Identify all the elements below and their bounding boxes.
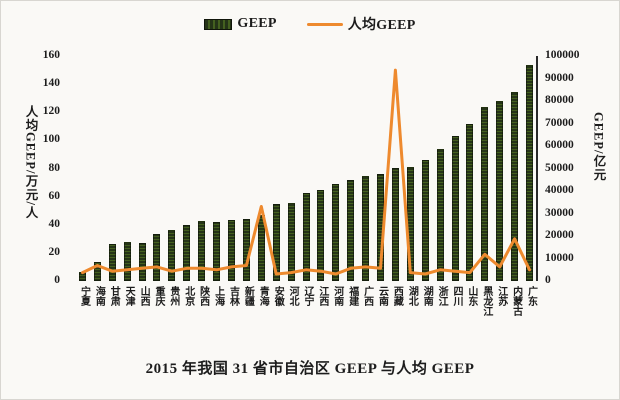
x-label-新疆: 新疆 bbox=[242, 286, 254, 306]
geep-bar-上海 bbox=[213, 221, 221, 281]
x-label-广西: 广西 bbox=[361, 286, 373, 306]
x-label-海南: 海南 bbox=[93, 286, 105, 306]
x-label-河北: 河北 bbox=[287, 286, 299, 306]
left-axis-title: 人均GEEP/万元/人 bbox=[23, 105, 38, 220]
geep-bar-云南 bbox=[377, 174, 385, 281]
geep-bar-湖南 bbox=[421, 159, 429, 281]
geep-bar-吉林 bbox=[227, 219, 235, 281]
left-tick-0: 0 bbox=[54, 274, 60, 286]
left-tick-100: 100 bbox=[42, 133, 60, 146]
geep-bar-重庆 bbox=[153, 233, 161, 281]
legend-item-geep: GEEP bbox=[204, 16, 276, 32]
x-label-江西: 江西 bbox=[316, 286, 328, 306]
x-label-重庆: 重庆 bbox=[152, 286, 164, 306]
x-label-甘肃: 甘肃 bbox=[108, 286, 120, 306]
x-label-四川: 四川 bbox=[451, 286, 463, 306]
x-label-陕西: 陕西 bbox=[197, 286, 209, 306]
geep-bar-海南 bbox=[93, 262, 101, 281]
x-label-山西: 山西 bbox=[138, 286, 150, 306]
right-tick-20000: 20000 bbox=[545, 229, 574, 241]
x-label-广东: 广东 bbox=[525, 286, 537, 306]
right-tick-0: 0 bbox=[545, 274, 551, 286]
x-label-云南: 云南 bbox=[376, 286, 388, 306]
x-label-天津: 天津 bbox=[123, 286, 135, 306]
geep-bar-天津 bbox=[123, 242, 131, 281]
geep-bar-福建 bbox=[347, 180, 355, 281]
x-label-青海: 青海 bbox=[257, 286, 269, 306]
x-label-河南: 河南 bbox=[331, 286, 343, 306]
x-label-湖北: 湖北 bbox=[406, 286, 418, 306]
left-tick-20: 20 bbox=[48, 245, 61, 258]
geep-bar-甘肃 bbox=[108, 243, 116, 281]
geep-bar-广西 bbox=[362, 175, 370, 281]
left-tick-40: 40 bbox=[48, 217, 61, 230]
geep-bar-黑龙江 bbox=[481, 107, 489, 281]
x-label-福建: 福建 bbox=[346, 286, 358, 306]
geep-bar-浙江 bbox=[436, 149, 444, 281]
geep-bar-陕西 bbox=[198, 221, 206, 281]
x-label-上海: 上海 bbox=[212, 286, 224, 306]
geep-bar-河北 bbox=[287, 203, 295, 281]
x-label-湖南: 湖南 bbox=[421, 286, 433, 306]
left-tick-60: 60 bbox=[48, 189, 61, 202]
right-tick-50000: 50000 bbox=[545, 161, 574, 174]
renjun-geep-line bbox=[81, 68, 531, 276]
geep-bar-山东 bbox=[466, 123, 474, 281]
x-label-黑龙江: 黑龙江 bbox=[480, 286, 492, 316]
x-label-内蒙古: 内蒙古 bbox=[510, 286, 522, 316]
legend: GEEP 人均GEEP bbox=[0, 14, 620, 34]
legend-label-renjun-geep: 人均GEEP bbox=[347, 18, 416, 33]
geep-bar-四川 bbox=[451, 135, 459, 281]
x-label-吉林: 吉林 bbox=[227, 286, 239, 306]
left-tick-140: 140 bbox=[42, 77, 60, 90]
geep-bar-新疆 bbox=[242, 218, 250, 281]
geep-bar-江西 bbox=[317, 189, 325, 281]
geep-bar-山西 bbox=[138, 242, 146, 281]
geep-bar-青海 bbox=[257, 214, 265, 281]
left-tick-120: 120 bbox=[42, 105, 60, 118]
legend-label-geep: GEEP bbox=[237, 16, 277, 31]
x-label-西藏: 西藏 bbox=[391, 286, 403, 306]
right-tick-60000: 60000 bbox=[545, 139, 574, 151]
geep-bar-广东 bbox=[526, 65, 534, 281]
chart-title: 2015 年我国 31 省市自治区 GEEP 与人均 GEEP bbox=[145, 361, 475, 377]
right-tick-90000: 90000 bbox=[545, 71, 574, 84]
legend-item-renjun-geep: 人均GEEP bbox=[306, 14, 416, 34]
right-tick-70000: 70000 bbox=[545, 116, 574, 129]
geep-bar-内蒙古 bbox=[511, 91, 519, 281]
x-label-山东: 山东 bbox=[465, 286, 477, 306]
right-tick-40000: 40000 bbox=[545, 184, 574, 196]
geep-bar-贵州 bbox=[168, 230, 176, 281]
geep-bar-安徽 bbox=[272, 204, 280, 281]
right-tick-30000: 30000 bbox=[545, 206, 574, 219]
x-label-江苏: 江苏 bbox=[495, 286, 507, 306]
plot-area bbox=[75, 56, 538, 281]
geep-bar-西藏 bbox=[391, 168, 399, 281]
geep-bar-河南 bbox=[332, 184, 340, 281]
right-axis-title: GEEP/亿元 bbox=[591, 112, 606, 182]
right-tick-100000: 100000 bbox=[545, 49, 580, 61]
x-label-宁夏: 宁夏 bbox=[78, 286, 90, 306]
right-axis-line bbox=[536, 56, 538, 281]
geep-bar-湖北 bbox=[406, 166, 414, 281]
left-tick-80: 80 bbox=[48, 161, 61, 174]
x-label-浙江: 浙江 bbox=[436, 286, 448, 306]
geep-bar-swatch-icon bbox=[204, 18, 233, 30]
right-tick-10000: 10000 bbox=[545, 251, 574, 264]
geep-bar-宁夏 bbox=[78, 272, 86, 281]
renjun-geep-line-swatch-icon bbox=[306, 22, 343, 26]
geep-bar-江苏 bbox=[496, 101, 504, 281]
left-tick-160: 160 bbox=[42, 49, 60, 61]
geep-bar-北京 bbox=[183, 224, 191, 281]
x-label-辽宁: 辽宁 bbox=[302, 286, 313, 306]
right-tick-80000: 80000 bbox=[545, 94, 574, 106]
x-label-北京: 北京 bbox=[182, 286, 194, 306]
geep-bar-辽宁 bbox=[302, 192, 310, 281]
x-label-贵州: 贵州 bbox=[167, 286, 179, 306]
x-label-安徽: 安徽 bbox=[272, 286, 284, 306]
